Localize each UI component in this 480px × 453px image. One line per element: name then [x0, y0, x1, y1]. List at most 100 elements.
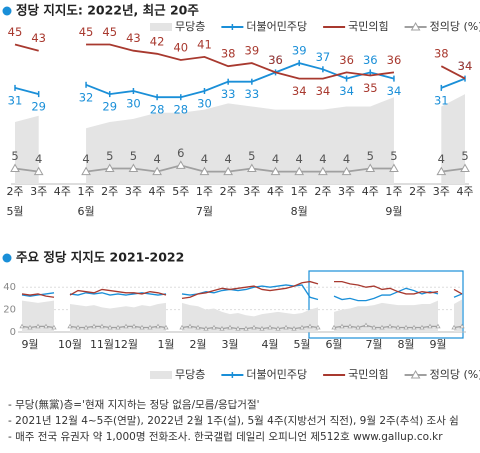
marker [363, 322, 369, 328]
line [440, 65, 466, 80]
x-tick-label: 8월 [397, 338, 414, 351]
marker [187, 323, 193, 329]
data-label: 41 [197, 37, 212, 51]
data-label: 6 [177, 146, 184, 160]
area [441, 94, 465, 184]
area [454, 299, 462, 332]
line [14, 87, 39, 95]
line [21, 292, 55, 297]
marker [195, 324, 201, 330]
note: - 무당(無黨)층='현재 지지하는 정당 없음/모름/응답거절' [8, 398, 260, 411]
marker [75, 324, 81, 330]
x-tick-label: 1주 [385, 185, 402, 198]
marker [387, 323, 393, 329]
chart-title: 정당 지지도: 2022년, 최근 20주 [16, 3, 199, 18]
x-tick-label: 3주 [30, 185, 47, 198]
marker [347, 323, 353, 329]
x-tick-label: 1주 [77, 185, 94, 198]
marker [163, 324, 169, 330]
marker [81, 166, 91, 176]
data-label: 45 [79, 25, 94, 39]
x-tick-label: 3월 [221, 338, 238, 351]
marker [403, 324, 409, 330]
x-tick-label: 10월 [58, 338, 82, 351]
x-tick-label: 2월 [189, 338, 206, 351]
data-label: 4 [319, 152, 326, 166]
marker [123, 323, 129, 329]
data-label: 37 [316, 50, 331, 64]
line [441, 167, 466, 173]
x-tick-label: 6월 [325, 338, 342, 351]
x-tick-label: 11월 [90, 338, 114, 351]
marker [459, 323, 465, 329]
marker [371, 324, 377, 330]
x-tick-label: 4월 [261, 338, 278, 351]
month-label: 5월 [6, 205, 23, 218]
line [14, 167, 39, 173]
marker [451, 324, 457, 330]
marker [51, 324, 57, 330]
data-label: 4 [343, 152, 350, 166]
marker [315, 324, 321, 330]
area [334, 300, 438, 332]
x-tick-label: 12월 [114, 338, 138, 351]
marker [104, 163, 115, 172]
x-tick-label: 1주 [196, 185, 213, 198]
marker [155, 323, 161, 329]
x-tick-label: 4주 [267, 185, 284, 198]
marker [270, 166, 281, 176]
marker [179, 324, 185, 330]
legend-label: 무당층 [175, 20, 205, 33]
marker [246, 163, 257, 172]
data-label: 31 [434, 93, 449, 107]
marker [211, 324, 217, 330]
data-label: 4 [153, 152, 160, 166]
marker [152, 166, 162, 176]
marker [419, 324, 425, 330]
marker [91, 323, 97, 329]
marker [67, 323, 73, 329]
area [15, 115, 39, 184]
data-label: 36 [363, 53, 378, 67]
marker [175, 160, 186, 169]
marker [33, 166, 44, 176]
marker [294, 166, 305, 176]
data-label: 4 [272, 152, 279, 166]
legend-swatch [150, 23, 172, 31]
data-label: 4 [296, 152, 303, 166]
data-label: 45 [102, 25, 117, 39]
month-label: 7월 [196, 205, 213, 218]
marker [365, 163, 376, 172]
marker [43, 323, 49, 329]
marker [379, 324, 385, 330]
x-tick-label: 2주 [409, 185, 426, 198]
marker [115, 324, 121, 330]
data-label: 35 [363, 81, 378, 95]
y-tick-label: 20 [3, 305, 16, 316]
legend-label: 더불어민주당 [246, 368, 307, 381]
legend-marker [410, 369, 421, 379]
data-label: 43 [126, 31, 141, 45]
marker [307, 323, 313, 329]
data-label: 36 [339, 53, 354, 67]
marker [283, 324, 289, 330]
data-label: 34 [316, 84, 331, 98]
marker [299, 324, 305, 330]
marker [339, 323, 345, 329]
data-label: 30 [126, 97, 141, 111]
marker [35, 323, 41, 329]
marker [355, 324, 361, 330]
data-label: 38 [434, 47, 449, 61]
note: - 2021년 12월 4~5주(연말), 2022년 2월 1주(설), 5월… [8, 415, 459, 427]
chart-title: 주요 정당 지지도 2021-2022 [16, 250, 184, 265]
data-label: 33 [221, 87, 236, 101]
x-tick-label: 2주 [6, 185, 23, 198]
title-bullet [2, 253, 12, 263]
line [14, 43, 39, 52]
line [85, 62, 395, 99]
line [453, 288, 463, 295]
y-tick-label: 40 [3, 282, 16, 293]
marker [435, 323, 441, 329]
data-label: 4 [35, 152, 42, 166]
